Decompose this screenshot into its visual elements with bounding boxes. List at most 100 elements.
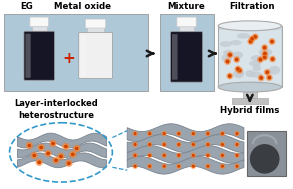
FancyBboxPatch shape	[25, 34, 31, 78]
Circle shape	[225, 59, 230, 64]
Circle shape	[263, 51, 267, 56]
Circle shape	[46, 151, 50, 156]
Circle shape	[270, 57, 275, 61]
Circle shape	[261, 44, 268, 51]
Circle shape	[190, 142, 196, 147]
Circle shape	[65, 160, 73, 167]
Text: Metal oxide: Metal oxide	[54, 2, 111, 11]
Ellipse shape	[232, 51, 243, 59]
Circle shape	[234, 66, 241, 72]
FancyBboxPatch shape	[30, 17, 48, 26]
Circle shape	[248, 39, 253, 44]
Circle shape	[51, 141, 55, 146]
Circle shape	[132, 163, 138, 169]
Circle shape	[220, 131, 225, 136]
FancyBboxPatch shape	[79, 32, 113, 78]
Ellipse shape	[250, 144, 280, 174]
Circle shape	[25, 142, 33, 149]
Circle shape	[192, 154, 195, 157]
Circle shape	[205, 131, 211, 136]
Bar	[179, 26, 195, 33]
Ellipse shape	[223, 50, 233, 55]
Circle shape	[264, 69, 271, 76]
Circle shape	[176, 163, 182, 169]
Ellipse shape	[245, 70, 255, 77]
Text: Layer-interlocked
heterostructure: Layer-interlocked heterostructure	[14, 99, 98, 121]
Circle shape	[38, 144, 45, 151]
Circle shape	[190, 131, 196, 136]
Text: +: +	[62, 51, 75, 66]
Circle shape	[233, 56, 240, 63]
Circle shape	[261, 54, 268, 61]
Circle shape	[147, 153, 152, 158]
Circle shape	[162, 143, 166, 146]
Circle shape	[49, 140, 57, 147]
Circle shape	[176, 142, 182, 147]
Circle shape	[176, 153, 182, 158]
Bar	[219, 30, 280, 87]
Circle shape	[205, 163, 211, 169]
FancyBboxPatch shape	[24, 31, 54, 80]
Circle shape	[252, 33, 259, 40]
Circle shape	[234, 163, 240, 169]
Circle shape	[250, 37, 254, 41]
Circle shape	[192, 143, 195, 146]
Circle shape	[261, 50, 268, 57]
Circle shape	[59, 154, 63, 159]
Polygon shape	[17, 143, 106, 158]
Circle shape	[177, 164, 180, 168]
Ellipse shape	[249, 61, 261, 66]
Circle shape	[206, 132, 210, 135]
Circle shape	[37, 160, 42, 165]
Circle shape	[177, 154, 180, 157]
Circle shape	[192, 164, 195, 168]
Circle shape	[205, 142, 211, 147]
Ellipse shape	[236, 70, 244, 78]
Circle shape	[176, 131, 182, 136]
Circle shape	[221, 164, 224, 168]
Circle shape	[235, 164, 239, 168]
Circle shape	[220, 142, 225, 147]
Circle shape	[234, 57, 239, 62]
Circle shape	[263, 55, 267, 60]
Circle shape	[64, 144, 68, 149]
Circle shape	[221, 132, 224, 135]
Circle shape	[234, 142, 240, 147]
Circle shape	[190, 153, 196, 158]
Circle shape	[57, 153, 65, 160]
Circle shape	[206, 164, 210, 168]
FancyBboxPatch shape	[86, 19, 106, 28]
Circle shape	[258, 74, 265, 81]
Circle shape	[253, 35, 258, 39]
Circle shape	[147, 163, 152, 169]
Circle shape	[220, 163, 225, 169]
Circle shape	[221, 154, 224, 157]
Polygon shape	[127, 146, 244, 163]
Circle shape	[162, 154, 166, 157]
Circle shape	[205, 153, 211, 158]
Circle shape	[259, 76, 263, 80]
Circle shape	[269, 56, 276, 63]
Polygon shape	[127, 124, 244, 142]
Circle shape	[69, 151, 76, 158]
Text: Hybrid films: Hybrid films	[220, 106, 280, 115]
Circle shape	[132, 153, 138, 158]
Circle shape	[224, 58, 231, 65]
Circle shape	[269, 38, 275, 45]
Circle shape	[148, 143, 151, 146]
Ellipse shape	[220, 41, 232, 47]
Circle shape	[133, 164, 137, 168]
Bar	[243, 90, 257, 98]
Ellipse shape	[218, 21, 282, 31]
Circle shape	[27, 143, 32, 148]
Circle shape	[73, 145, 81, 152]
Circle shape	[226, 73, 233, 79]
Text: Mixture: Mixture	[168, 2, 205, 11]
Circle shape	[267, 75, 272, 80]
Circle shape	[190, 163, 196, 169]
Bar	[87, 27, 104, 33]
Circle shape	[35, 159, 43, 166]
Circle shape	[132, 131, 138, 136]
Circle shape	[206, 143, 210, 146]
Ellipse shape	[260, 53, 269, 59]
